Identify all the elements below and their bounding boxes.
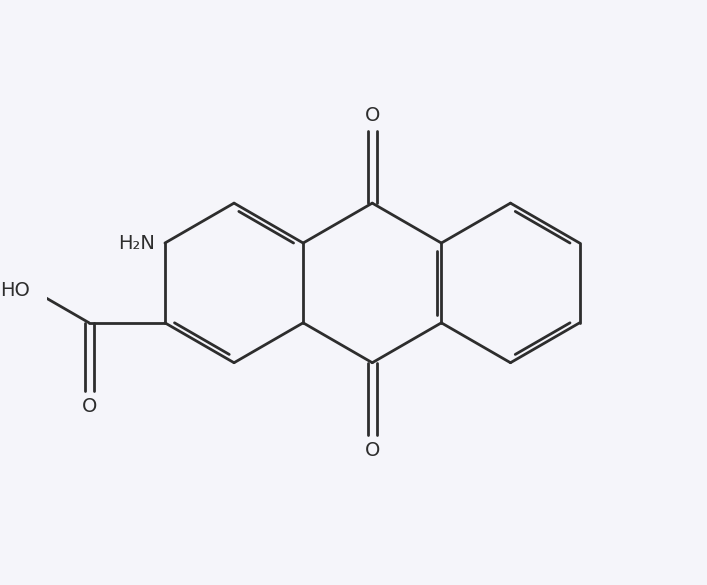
Text: H₂N: H₂N [119, 233, 156, 253]
Text: O: O [365, 441, 380, 460]
Text: O: O [365, 106, 380, 125]
Text: HO: HO [0, 281, 30, 301]
Text: O: O [81, 397, 97, 416]
